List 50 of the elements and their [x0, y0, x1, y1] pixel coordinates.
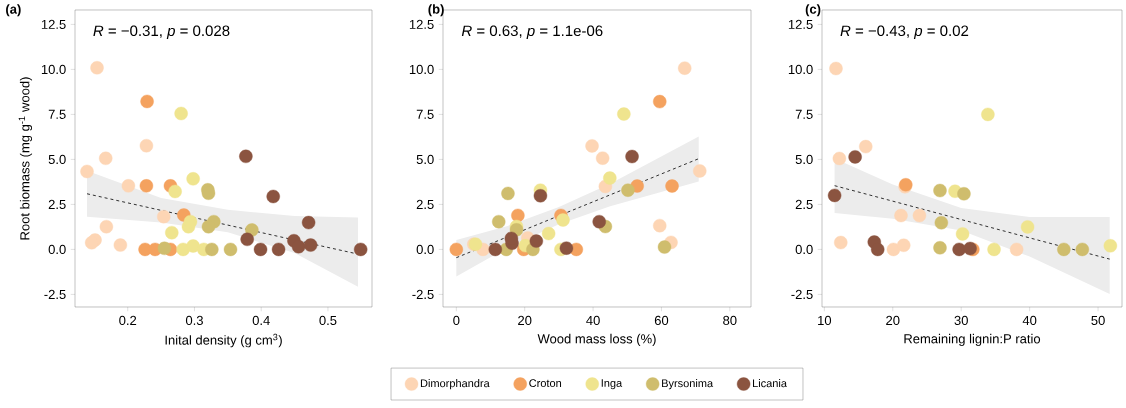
y-tick-label: 5.0: [48, 154, 66, 164]
y-tick-label: 10.0: [409, 64, 434, 74]
annotation: R = 0.63, p = 1.1e-06: [461, 25, 603, 40]
x-tick-label: 80: [723, 315, 737, 325]
y-tick-label: -2.5: [791, 289, 813, 299]
y-tick-label: 5.0: [416, 154, 434, 164]
x-tick-label: 0.3: [185, 315, 203, 325]
y-tick-label: 7.5: [48, 109, 66, 119]
x-tick-label: 20: [886, 315, 900, 325]
y-tick-label: 12.5: [409, 19, 434, 29]
x-tick-label: 0.2: [119, 315, 137, 325]
x-tick-label: 0.5: [319, 315, 337, 325]
x-axis-title: Inital density (g cm$^{3}$): [165, 333, 282, 348]
annotation: R = −0.43, p = 0.02: [840, 25, 969, 40]
x-tick-label: 40: [1022, 315, 1037, 325]
legend-label: Byrsonima: [662, 379, 714, 390]
x-axis-title: Remaining lignin:P ratio: [904, 333, 1041, 346]
x-tick-label: 50: [1091, 315, 1105, 325]
legend-label: Dimorphandra: [420, 379, 490, 390]
y-tick-label: 0.0: [416, 244, 434, 254]
x-axis-title: Wood mass loss (%): [537, 333, 656, 346]
y-tick-label: 5.0: [795, 154, 813, 164]
x-tick-label: 40: [586, 315, 600, 325]
y-tick-label: 7.5: [416, 109, 434, 119]
y-axis-title: Root biomass (mg g$^{-1}$ wood): [18, 77, 33, 240]
y-tick-label: -2.5: [44, 289, 66, 299]
y-tick-label: 10.0: [41, 64, 66, 74]
annotation: R = −0.31, p = 0.028: [93, 25, 230, 40]
y-tick-label: 10.0: [788, 64, 813, 74]
y-tick-label: -2.5: [412, 289, 434, 299]
x-tick-label: 30: [954, 315, 968, 325]
y-tick-label: 12.5: [41, 19, 66, 29]
x-tick-label: 60: [654, 315, 669, 325]
chart-title: (c): [805, 4, 821, 17]
legend-label: Inga: [601, 379, 623, 390]
y-tick-label: 2.5: [416, 199, 434, 209]
chart-title: (b): [428, 4, 444, 17]
y-tick-label: 0.0: [795, 244, 813, 254]
y-tick-label: 12.5: [788, 19, 813, 29]
y-tick-label: 0.0: [48, 244, 66, 254]
y-tick-label: 2.5: [795, 199, 813, 209]
chart-title: (a): [6, 4, 21, 17]
x-tick-label: 0.4: [252, 315, 270, 325]
y-tick-label: 2.5: [48, 199, 66, 209]
y-tick-label: 7.5: [795, 109, 813, 119]
legend-label: Croton: [529, 379, 562, 388]
x-tick-label: 20: [518, 315, 532, 325]
legend-label: Licania: [753, 379, 787, 388]
x-tick-label: 0: [453, 315, 460, 325]
x-tick-label: 10: [818, 315, 832, 325]
